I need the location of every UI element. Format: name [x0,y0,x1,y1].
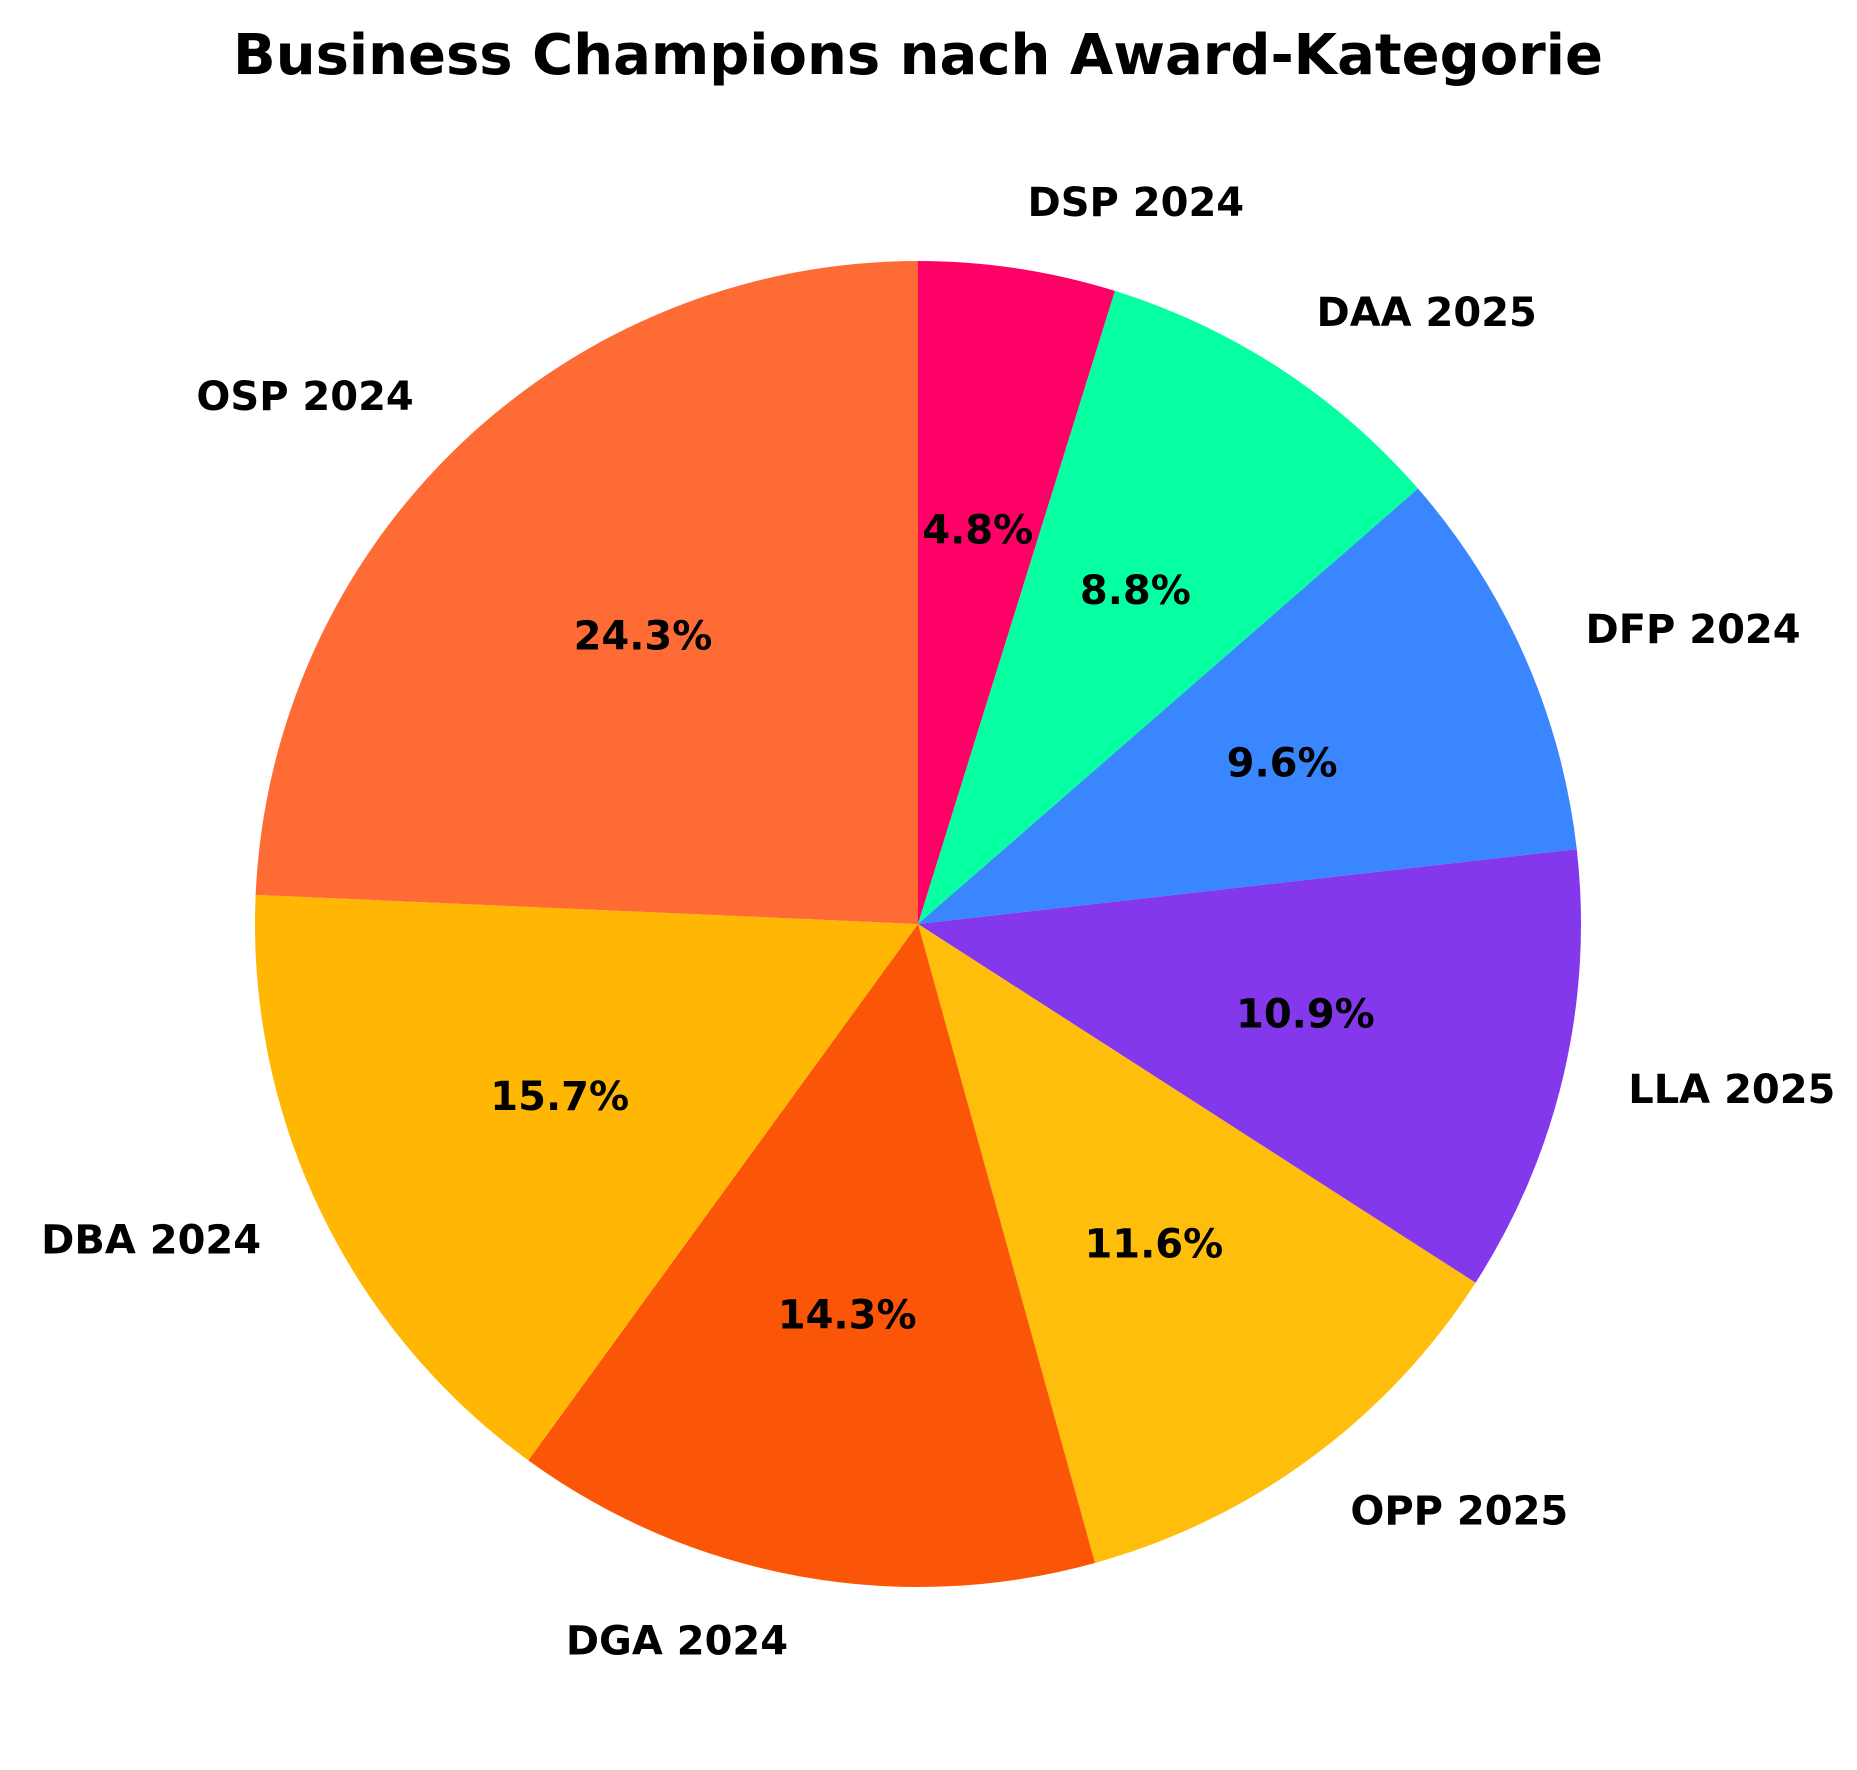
slice-label-lla-2025: LLA 2025 [1628,1067,1835,1113]
slice-percent-lla-2025: 10.9% [1236,991,1375,1037]
pie-slice-opp-2025 [918,924,1476,1563]
pie-slice-dga-2024 [528,924,1095,1587]
pie-slice-lla-2025 [918,849,1581,1283]
slice-label-opp-2025: OPP 2025 [1350,1488,1568,1534]
slice-percent-daa-2025: 8.8% [1080,568,1191,614]
slice-label-daa-2025: DAA 2025 [1316,290,1536,336]
slice-label-dfp-2024: DFP 2024 [1585,607,1800,653]
slice-label-dsp-2024: DSP 2024 [1028,180,1245,226]
slice-label-dga-2024: DGA 2024 [566,1619,788,1665]
pie-slice-dba-2024 [255,894,919,1461]
slice-percent-dfp-2024: 9.6% [1227,741,1338,787]
pie-slice-dsp-2024 [918,261,1115,924]
slice-percent-dba-2024: 15.7% [490,1074,629,1120]
slice-label-dba-2024: DBA 2024 [41,1218,261,1264]
pie-slice-osp-2024 [255,261,918,924]
slice-percent-osp-2024: 24.3% [574,614,713,660]
pie-slice-dfp-2024 [918,488,1577,924]
pie-slice-daa-2025 [918,290,1419,924]
slice-percent-dga-2024: 14.3% [778,1292,917,1338]
slice-percent-opp-2025: 11.6% [1084,1221,1223,1267]
pie-slices [255,261,1581,1587]
chart-title: Business Champions nach Award-Kategorie [233,23,1603,88]
slice-label-osp-2024: OSP 2024 [196,374,413,420]
pie-labels: DSP 2024 4.8% DAA 2025 8.8% DFP 2024 9.6% LLA … [41,180,1835,1665]
slice-percent-dsp-2024: 4.8% [922,508,1033,554]
